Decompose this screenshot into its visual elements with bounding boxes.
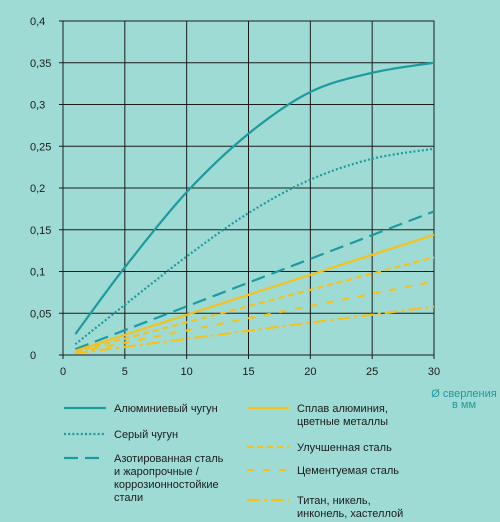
series-line-2 <box>74 147 435 346</box>
legend-label-line: инконель, хастеллой <box>297 508 403 520</box>
x-axis-title-line: Ø сверления <box>431 388 496 400</box>
x-tick-label: 10 <box>181 366 193 378</box>
legend-label-line: цветные металлы <box>297 416 388 428</box>
y-tick-label: 0 <box>30 350 36 362</box>
x-tick-label: 0 <box>60 366 66 378</box>
legend-label: Цементуемая сталь <box>297 465 399 477</box>
y-tick-label: 0,15 <box>30 225 51 237</box>
legend-label: Азотированная сталь и жаропрочные / корроз… <box>114 453 224 504</box>
x-tick-label: 5 <box>122 366 128 378</box>
y-tick-label: 0,25 <box>30 141 51 153</box>
legend-label-line: Улучшенная сталь <box>297 442 392 454</box>
y-tick-label: 0,3 <box>30 100 45 112</box>
legend-label-line: Серый чугун <box>114 429 178 441</box>
series-line-3 <box>74 210 435 351</box>
legend-label-line: Цементуемая сталь <box>297 465 399 477</box>
legend-label: Алюминиевый чугун <box>114 403 218 415</box>
legend-label-line: коррозионностойкие <box>114 479 219 491</box>
x-tick-label: 25 <box>366 366 378 378</box>
legend-item-2: Серый чугун <box>64 429 178 441</box>
legend-item-4: Сплав алюминия, цветные металлы <box>247 403 388 428</box>
y-tick-label: 0,4 <box>30 16 45 28</box>
legend-label: Сплав алюминия, цветные металлы <box>297 403 388 428</box>
legend-label-line: Сплав алюминия, <box>297 403 388 415</box>
x-tick-label: 15 <box>242 366 254 378</box>
y-tick-label: 0,35 <box>30 58 51 70</box>
y-tick-label: 0,2 <box>30 183 45 195</box>
legend-item-5: Улучшенная сталь <box>247 442 392 454</box>
legend-label-line: Титан, никель, <box>297 495 371 507</box>
y-tick-label: 0,1 <box>30 267 45 279</box>
legend-label-line: стали <box>114 492 143 504</box>
series-line-5 <box>75 256 435 353</box>
legend-label: Титан, никель, инконель, хастеллой <box>297 495 403 520</box>
legend-label-line: и жаропрочные / <box>114 466 200 478</box>
legend-label-line: Алюминиевый чугун <box>114 403 218 415</box>
legend-item-1: Алюминиевый чугун <box>64 403 218 415</box>
series-line-1 <box>74 61 435 335</box>
x-axis-title-line: в мм <box>452 399 476 411</box>
x-tick-label: 20 <box>304 366 316 378</box>
x-tick-label: 30 <box>428 366 440 378</box>
y-tick-label: 0,05 <box>30 308 51 320</box>
series-line-6 <box>75 280 435 354</box>
legend-label: Серый чугун <box>114 429 178 441</box>
series-line-7 <box>75 305 435 355</box>
legend-label-line: Азотированная сталь <box>114 453 224 465</box>
x-axis-title: Ø сверления в мм <box>431 388 496 411</box>
legend-label: Улучшенная сталь <box>297 442 392 454</box>
legend-item-3: Азотированная сталь и жаропрочные / корроз… <box>64 453 224 504</box>
legend-item-6: Цементуемая сталь <box>247 465 399 477</box>
legend-item-7: Титан, никель, инконель, хастеллой <box>247 495 403 520</box>
series-line-4 <box>75 233 435 352</box>
